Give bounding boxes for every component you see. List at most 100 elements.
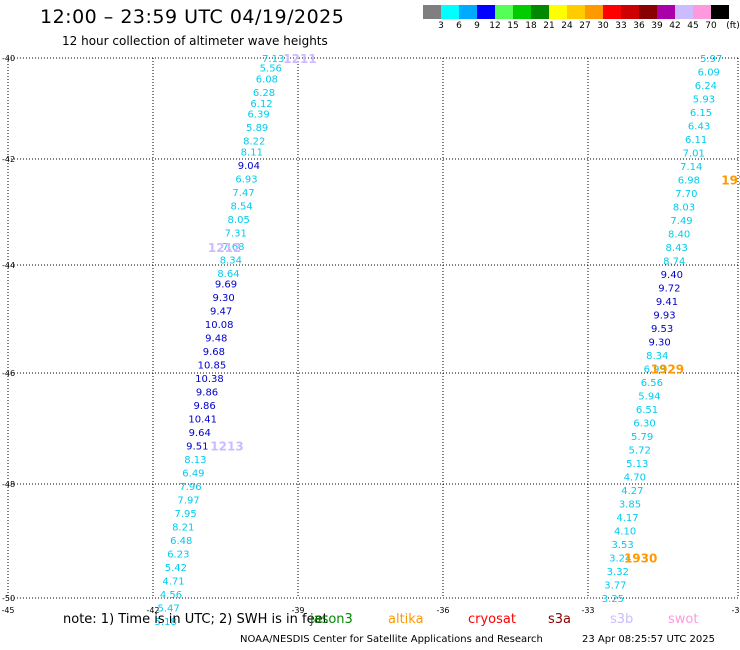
lon-tick-label: -33 (581, 606, 594, 615)
credit-line: NOAA/NESDIS Center for Satellite Applica… (240, 634, 543, 645)
scale-swatch (585, 5, 603, 19)
scale-label: 27 (579, 21, 591, 31)
scale-swatch (639, 5, 657, 19)
scale-swatch (567, 5, 585, 19)
scale-swatch (513, 5, 531, 19)
wave-height-value: 9.40 (661, 270, 683, 281)
wave-height-value: 8.05 (228, 215, 250, 226)
pass-time-label: 1930 (624, 552, 657, 566)
wave-height-value: 6.15 (690, 108, 712, 119)
wave-height-value: 10.38 (195, 374, 224, 385)
map-title: 12:00 – 23:59 UTC 04/19/2025 (40, 6, 345, 28)
wave-height-value: 6.39 (248, 110, 270, 121)
wave-height-value: 9.86 (196, 388, 218, 399)
wave-height-value: 8.74 (663, 257, 685, 268)
pass-time-label: 1213 (210, 440, 243, 454)
wave-height-value: 9.48 (205, 334, 227, 345)
wave-height-value: 8.13 (184, 455, 206, 466)
scale-label: 24 (561, 21, 573, 31)
wave-height-value: 5.42 (165, 563, 187, 574)
pass-time-label: 1929 (651, 363, 684, 377)
lat-tick-label: -46 (2, 369, 15, 378)
satellite-legend-item: jason3 (310, 612, 353, 627)
wave-height-value: 6.11 (685, 135, 707, 146)
wave-height-value: 9.64 (189, 428, 211, 439)
footer-note: note: 1) Time is in UTC; 2) SWH is in fe… (63, 612, 328, 627)
wave-height-value: 3.85 (619, 500, 641, 511)
wave-height-value: 9.41 (656, 297, 678, 308)
pass-time-label: 1928 (721, 174, 740, 188)
scale-label: 12 (489, 21, 501, 31)
wave-height-value: 6.93 (644, 365, 666, 376)
wave-height-value: 9.30 (212, 293, 234, 304)
scale-swatch (423, 5, 441, 19)
generation-timestamp: 23 Apr 08:25:57 UTC 2025 (582, 634, 715, 645)
scale-swatch (495, 5, 513, 19)
wave-height-value: 4.17 (616, 513, 638, 524)
scale-swatch (657, 5, 675, 19)
scale-label: 70 (705, 21, 717, 31)
wave-height-value: 8.54 (230, 201, 252, 212)
wave-height-value: 6.09 (698, 68, 720, 79)
scale-label: 33 (615, 21, 627, 31)
wave-height-value: 3.53 (612, 540, 634, 551)
scale-swatch (711, 5, 729, 19)
wave-height-value: 10.85 (198, 361, 227, 372)
scale-swatch (675, 5, 693, 19)
wave-height-value: 4.56 (160, 590, 182, 601)
scale-unit: (ft) (726, 21, 740, 31)
scale-swatch (621, 5, 639, 19)
wave-height-value: 8.34 (646, 351, 668, 362)
wave-height-value: 6.08 (256, 75, 278, 86)
wave-height-value: 8.34 (220, 255, 242, 266)
wave-height-value: 5.93 (693, 95, 715, 106)
wave-height-value: 9.51 (186, 442, 208, 453)
scale-swatch (603, 5, 621, 19)
lon-tick-label: -36 (436, 606, 449, 615)
scale-label: 18 (525, 21, 537, 31)
wave-height-value: 6.24 (695, 81, 717, 92)
wave-height-value: 5.94 (638, 392, 660, 403)
wave-height-value: 4.27 (621, 486, 643, 497)
wave-height-value: 5.97 (700, 54, 722, 65)
wave-height-value: 6.43 (688, 122, 710, 133)
wave-height-value: 5.89 (246, 123, 268, 134)
wave-height-value: 9.72 (658, 284, 680, 295)
lat-tick-label: -44 (2, 261, 15, 270)
wave-height-value: 8.03 (673, 203, 695, 214)
wave-height-value: 6.56 (641, 378, 663, 389)
pass-time-label: 1212 (208, 241, 241, 255)
wave-height-value: 5.13 (626, 459, 648, 470)
scale-label: 30 (597, 21, 609, 31)
wave-height-value: 7.68 (222, 242, 244, 253)
satellite-legend-item: cryosat (468, 612, 516, 627)
lat-tick-label: -42 (2, 155, 15, 164)
wave-height-value: 8.43 (666, 243, 688, 254)
wave-height-value: 3.32 (607, 567, 629, 578)
scale-swatch (531, 5, 549, 19)
wave-height-value: 10.08 (205, 320, 234, 331)
wave-height-value: 3.24 (609, 554, 631, 565)
wave-height-value: 9.86 (193, 401, 215, 412)
scale-label: 45 (687, 21, 699, 31)
lat-tick-label: -40 (2, 54, 15, 63)
wave-height-value: 7.49 (670, 216, 692, 227)
wave-height-value: 4.70 (624, 473, 646, 484)
scale-label: 9 (474, 21, 480, 31)
wave-height-value: 9.68 (203, 347, 225, 358)
lon-tick-label: -42 (146, 606, 159, 615)
satellite-legend-item: swot (668, 612, 699, 627)
wave-height-value: 9.53 (651, 324, 673, 335)
wave-height-value: 8.64 (217, 269, 239, 280)
wave-height-value: 7.31 (225, 228, 247, 239)
scale-label: 39 (651, 21, 663, 31)
lon-tick-label: -45 (1, 606, 14, 615)
wave-height-value: 5.47 (157, 604, 179, 615)
wave-height-value: 4.71 (162, 577, 184, 588)
scale-swatch (693, 5, 711, 19)
wave-height-value: 6.51 (636, 405, 658, 416)
wave-height-value: 7.97 (177, 496, 199, 507)
wave-height-value: 6.93 (235, 174, 257, 185)
wave-height-value: 9.04 (238, 161, 260, 172)
